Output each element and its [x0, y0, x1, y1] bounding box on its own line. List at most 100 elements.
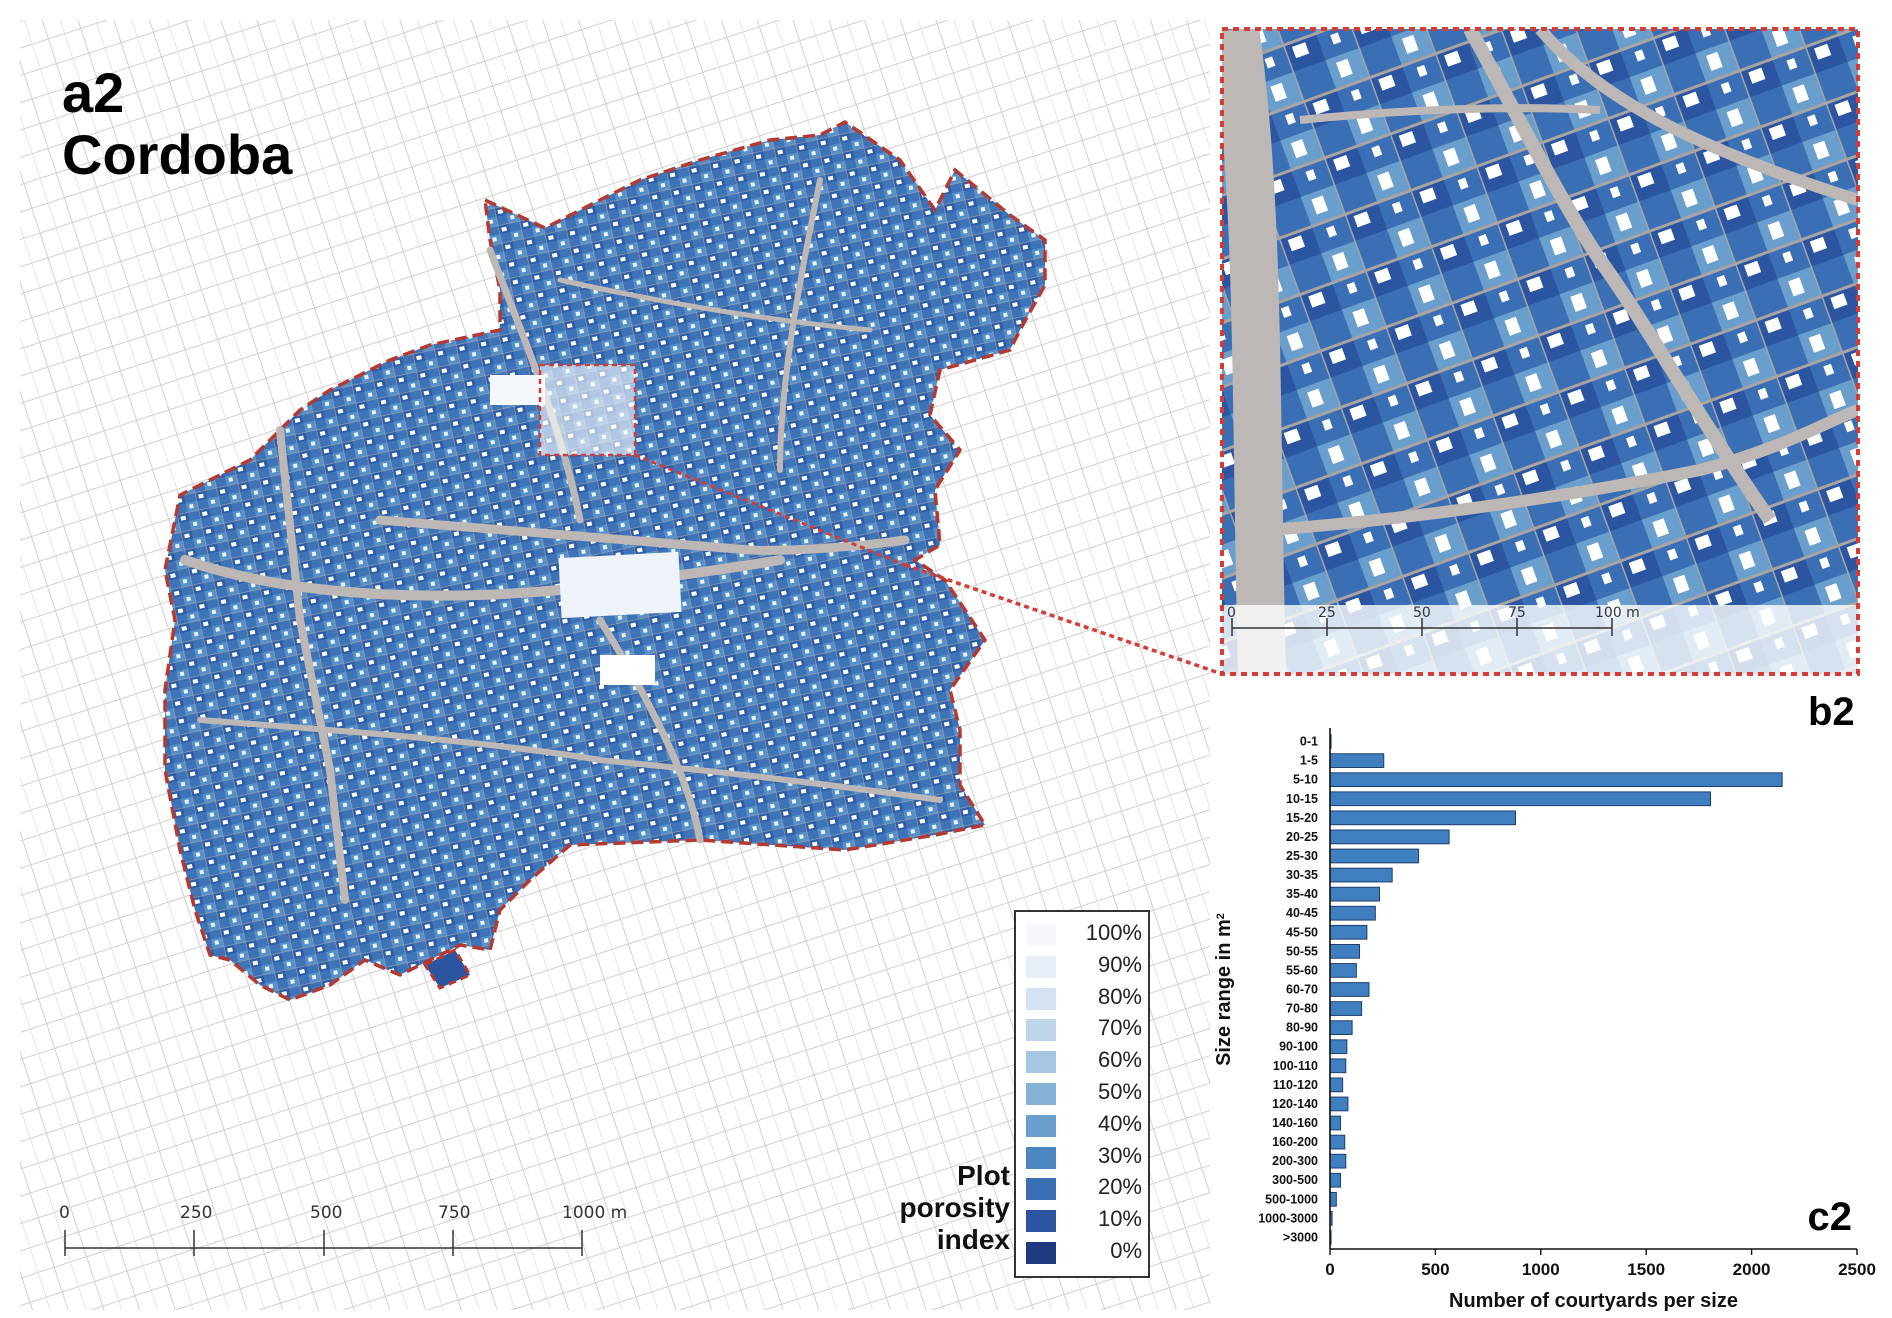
legend-label: 20%	[1097, 1174, 1142, 1200]
inset-source-frame	[538, 363, 637, 457]
y-tick-label: 160-200	[1272, 1135, 1318, 1149]
legend-item-50pct: 50%	[1026, 1079, 1144, 1109]
bar-110-120	[1329, 1077, 1344, 1093]
bar-120-140	[1329, 1096, 1349, 1112]
y-tick-label: 30-35	[1286, 868, 1318, 882]
bar-40-45	[1329, 905, 1376, 921]
legend-swatch	[1026, 1051, 1056, 1074]
bar-80-90	[1329, 1020, 1353, 1036]
bar-15-20	[1329, 810, 1517, 826]
y-tick-label: 1-5	[1300, 754, 1318, 768]
legend-item-80pct: 80%	[1026, 984, 1144, 1014]
legend-title-line-2: porosity	[899, 1192, 1010, 1223]
x-tick-label: 0	[1325, 1260, 1334, 1279]
inset-scale-tick-50: 50	[1413, 605, 1431, 621]
y-tick-label: 50-55	[1286, 944, 1318, 958]
y-tick-label: 55-60	[1286, 963, 1318, 977]
bar-30-35	[1329, 867, 1393, 883]
main-panel-title: a2 Cordoba	[62, 62, 292, 186]
legend-swatch	[1026, 955, 1056, 978]
y-tick-label: 120-140	[1272, 1097, 1318, 1111]
main-scale-tick-750: 750	[438, 1203, 471, 1223]
legend-item-60pct: 60%	[1026, 1047, 1144, 1077]
legend-swatch	[1026, 1019, 1056, 1042]
y-tick-label: 40-45	[1286, 906, 1318, 920]
y-axis-title: Size range in m2	[1213, 913, 1235, 1066]
bar-10-15	[1329, 791, 1711, 807]
bar-20-25	[1329, 829, 1450, 845]
inset-map	[1222, 29, 1858, 674]
legend-label: 80%	[1097, 983, 1142, 1009]
city-name: Cordoba	[62, 123, 293, 186]
legend-item-70pct: 70%	[1026, 1015, 1144, 1045]
bar-90-100	[1329, 1039, 1348, 1055]
legend-swatch	[1026, 1083, 1056, 1105]
bar-500-1000	[1329, 1191, 1337, 1207]
legend-swatch	[1026, 1242, 1056, 1264]
y-tick-label: 1000-3000	[1258, 1211, 1318, 1225]
legend-label: 50%	[1097, 1079, 1142, 1104]
legend-swatch	[1026, 987, 1056, 1010]
courtyard-size-chart: 0-1 1-5 5-10 10-15 15-20 20-25 25-30 30-35 35-40…	[1213, 728, 1876, 1312]
x-tick-label: 2000	[1733, 1260, 1771, 1279]
x-tick-label: 2500	[1838, 1260, 1876, 1279]
x-tick-label: 1000	[1522, 1260, 1560, 1279]
main-scale-tick-250: 250	[180, 1203, 213, 1223]
legend-label: 40%	[1097, 1110, 1142, 1136]
y-tick-label: 10-15	[1286, 792, 1318, 806]
bar-60-70	[1329, 982, 1370, 997]
legend-label: 90%	[1097, 951, 1142, 977]
district-detached-fragment	[422, 948, 473, 990]
main-scale-tick-1000: 1000 m	[562, 1203, 628, 1223]
legend-label: 0%	[1110, 1238, 1142, 1263]
y-tick-label: 45-50	[1286, 925, 1318, 939]
legend-item-90pct: 90%	[1026, 952, 1144, 982]
inset-scale-tick-100: 100 m	[1595, 605, 1640, 621]
legend-label: 10%	[1097, 1206, 1142, 1232]
legend-label: 30%	[1097, 1142, 1142, 1168]
bar-50-55	[1329, 943, 1361, 959]
x-tick-label: 1500	[1627, 1260, 1665, 1279]
legend-title: Plot porosity index	[870, 1160, 1010, 1256]
legend-title-line-3: index	[936, 1224, 1010, 1255]
panel-label-a2: a2	[62, 61, 125, 124]
legend-swatch	[1026, 924, 1056, 946]
legend-item-20pct: 20%	[1026, 1174, 1144, 1204]
main-scale-tick-0: 0	[59, 1203, 70, 1223]
bar-1-5	[1329, 753, 1385, 768]
y-tick-label: >3000	[1283, 1230, 1318, 1244]
x-tick-label: 500	[1421, 1260, 1449, 1279]
bar-25-30	[1329, 848, 1420, 864]
inset-scale-bar	[1231, 618, 1613, 636]
bar-55-60	[1329, 963, 1357, 978]
y-tick-label: 5-10	[1293, 773, 1318, 787]
legend-item-100pct: 100%	[1026, 920, 1144, 950]
y-axis-title-superscript: 2	[1215, 913, 1227, 919]
bar-200-300	[1329, 1153, 1347, 1169]
legend-swatch	[1026, 1146, 1056, 1169]
inset-scale-tick-25: 25	[1318, 605, 1336, 621]
panel-label-c2: c2	[1808, 1195, 1853, 1239]
y-tick-label: 140-160	[1272, 1116, 1318, 1130]
legend-swatch	[1026, 1210, 1056, 1233]
legend-label: 60%	[1097, 1047, 1142, 1073]
inset-leader-line-top	[634, 453, 906, 567]
y-tick-label: 70-80	[1286, 1002, 1318, 1016]
y-tick-label: 500-1000	[1265, 1192, 1318, 1206]
large-open-spaces	[490, 375, 682, 685]
legend-item-30pct: 30%	[1026, 1143, 1144, 1173]
inset-scale-tick-75: 75	[1508, 605, 1526, 621]
inset-frame	[1220, 27, 1860, 676]
y-tick-label: 60-70	[1286, 983, 1318, 997]
bar-45-50	[1329, 924, 1368, 940]
legend-swatch	[1026, 1178, 1056, 1201]
porosity-legend: 100% 90% 80% 70% 60% 50% 40% 30% 20% 10% 0%	[1014, 910, 1150, 1278]
legend-label: 70%	[1097, 1015, 1142, 1041]
panel-label-b2: b2	[1808, 690, 1855, 734]
y-tick-label: 0-1	[1300, 735, 1318, 749]
y-tick-label: 25-30	[1286, 849, 1318, 863]
x-axis-title: Number of courtyards per size	[1449, 1290, 1738, 1312]
legend-title-line-1: Plot	[957, 1160, 1010, 1191]
legend-item-40pct: 40%	[1026, 1111, 1144, 1141]
